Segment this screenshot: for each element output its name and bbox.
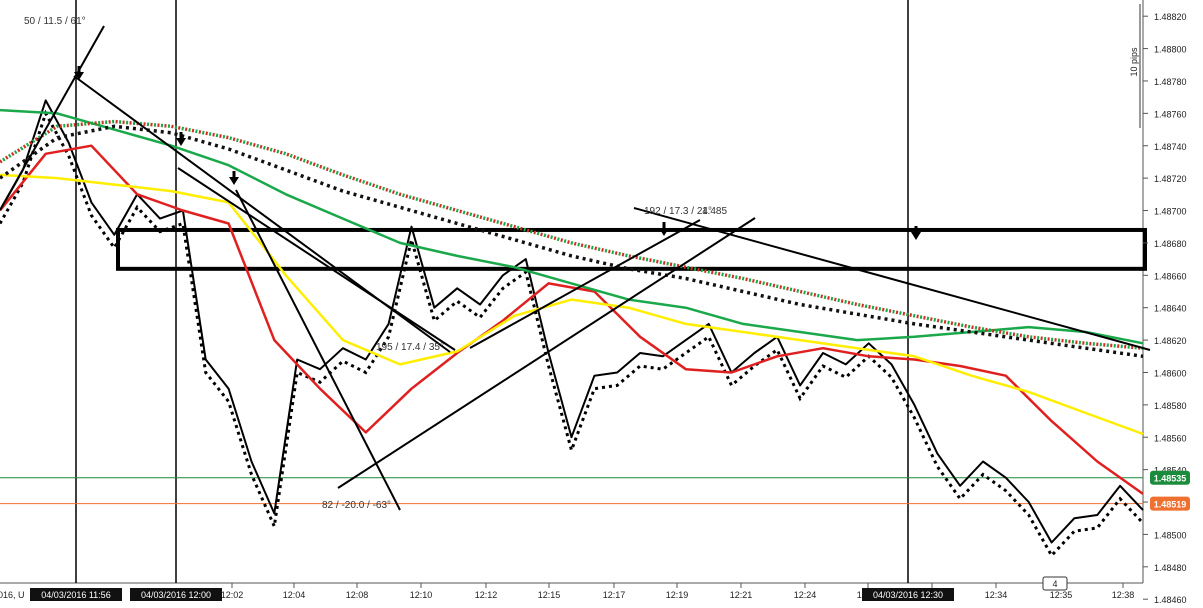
price-tick-label: 1.48720 bbox=[1154, 174, 1187, 184]
angle-annotation: 82 / -20.0 / -63° bbox=[322, 500, 391, 511]
time-tick-label: 12:24 bbox=[794, 590, 817, 600]
time-highlight-box bbox=[30, 588, 122, 601]
trend-line-3 bbox=[177, 167, 456, 351]
time-tick-label: 12:34 bbox=[985, 590, 1008, 600]
price-tick-label: 1.48680 bbox=[1154, 239, 1187, 249]
series-ma-green bbox=[0, 108, 1144, 345]
angle-annotation: 192 / 17.3 / 24° bbox=[644, 206, 712, 217]
time-tick-label: 12:15 bbox=[538, 590, 561, 600]
time-highlight-label: 04/03/2016 12:30 bbox=[873, 590, 943, 600]
series-ma-dotted-black bbox=[0, 124, 1144, 359]
time-tick-label: 12:12 bbox=[475, 590, 498, 600]
price-tick-label: 1.48780 bbox=[1154, 77, 1187, 87]
price-tick-label: 1.48800 bbox=[1154, 45, 1187, 55]
time-highlight-label: 04/03/2016 12:00 bbox=[141, 590, 211, 600]
time-tick-label: 12:21 bbox=[730, 590, 753, 600]
price-tick-label: 1.48580 bbox=[1154, 401, 1187, 411]
time-highlight-box bbox=[130, 588, 222, 601]
price-tick-label: 1.48460 bbox=[1154, 595, 1187, 603]
price-tick-label: 1.48760 bbox=[1154, 109, 1187, 119]
angle-annotation: 50 / 11.5 / 61° bbox=[24, 16, 86, 27]
sell-arrow-icon bbox=[659, 222, 669, 236]
sell-arrow-icon bbox=[176, 132, 186, 146]
series-ma-red bbox=[0, 144, 1144, 495]
price-tick-label: 1.48660 bbox=[1154, 271, 1187, 281]
time-tick-label: 12:04 bbox=[283, 590, 306, 600]
time-tick-label: 12:38 bbox=[1112, 590, 1135, 600]
current-price-badge bbox=[1150, 470, 1190, 485]
price-tick-label: 1.48820 bbox=[1154, 12, 1187, 22]
trend-line-7 bbox=[633, 207, 1151, 351]
time-tick-label: 12:19 bbox=[666, 590, 689, 600]
price-tick-label: 1.48600 bbox=[1154, 368, 1187, 378]
price-tick-label: 1.48640 bbox=[1154, 304, 1187, 314]
trend-line-4 bbox=[235, 189, 401, 511]
counter-label: 4 bbox=[1052, 579, 1057, 589]
angle-annotation: 195 / 17.4 / 35° bbox=[376, 342, 444, 353]
time-tick-label: 12:10 bbox=[410, 590, 433, 600]
price-tick-label: 1.48540 bbox=[1154, 466, 1187, 476]
price-tick-label: 1.48700 bbox=[1154, 207, 1187, 217]
time-highlight-label: 04/03/2016 11:56 bbox=[41, 590, 110, 600]
price-tick-label: 1.48500 bbox=[1154, 530, 1187, 540]
series-ma-dotted-red-green bbox=[0, 119, 1144, 350]
time-prefix-label: 016, U bbox=[0, 590, 25, 600]
time-tick-label: 12:02 bbox=[221, 590, 244, 600]
price-tick-label: 1.48560 bbox=[1154, 433, 1187, 443]
trend-line-1 bbox=[0, 25, 105, 211]
price-tick-label: 1.48620 bbox=[1154, 336, 1187, 346]
time-tick-label: 12:08 bbox=[346, 590, 369, 600]
time-highlight-box bbox=[862, 588, 954, 601]
angle-annotation: 1.485 bbox=[702, 206, 727, 217]
series-ma-dotted-green-overlay bbox=[0, 119, 1144, 350]
price-tick-label: 1.48740 bbox=[1154, 142, 1187, 152]
series-ma-yellow bbox=[0, 173, 1144, 436]
current-price-label: 1.48535 bbox=[1154, 474, 1187, 484]
time-tick-label: 12:35 bbox=[1050, 590, 1073, 600]
time-tick-label: 12:17 bbox=[603, 590, 626, 600]
scale-label: 10 pips bbox=[1129, 47, 1139, 77]
price-tick-label: 1.48480 bbox=[1154, 563, 1187, 573]
trend-line-5 bbox=[337, 217, 756, 489]
sell-arrow-icon bbox=[74, 66, 84, 80]
series-price bbox=[0, 99, 1144, 544]
sell-arrow-icon bbox=[229, 171, 239, 185]
current-price-label: 1.48519 bbox=[1154, 500, 1187, 510]
sell-arrow-icon bbox=[911, 226, 921, 240]
trend-line-6 bbox=[469, 219, 701, 349]
counter-box bbox=[1042, 576, 1068, 591]
current-price-badge bbox=[1150, 496, 1190, 511]
